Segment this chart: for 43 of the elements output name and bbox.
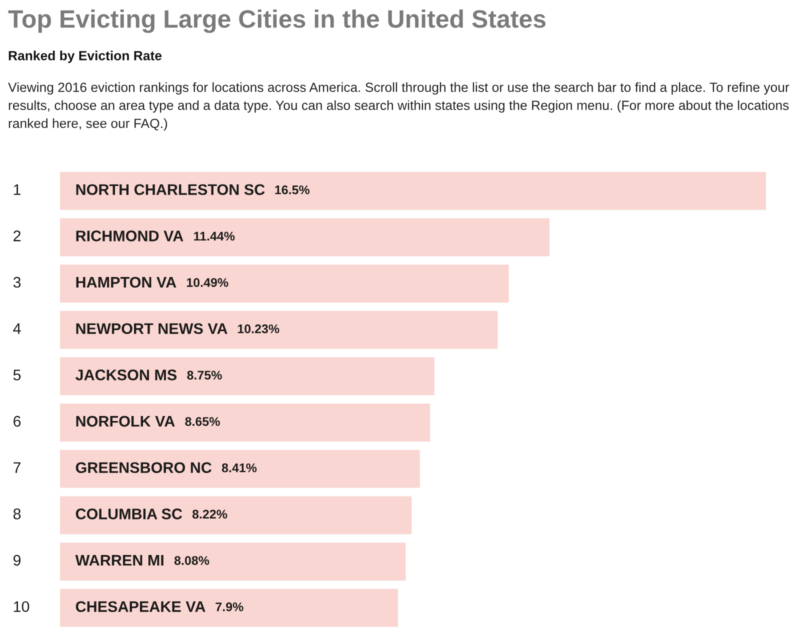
data-label: 8.65% [185, 417, 220, 426]
y-tick-label: JACKSON MS [76, 370, 177, 380]
bar [60, 310, 498, 349]
y-tick-label: NEWPORT NEWS VA [76, 323, 228, 334]
y-tick-label: GREENSBORO NC [76, 462, 212, 474]
data-label: 16.5% [275, 185, 310, 194]
text: Viewing 2016 eviction rankings for locations across America. Scroll through the list or use the search bar to find a place. To refine your results, choose an area type and a data type. You can also search within states using the Region menu. (For more about the locations ranked here, see our FAQ.) [8, 82, 790, 131]
data-label: 7.9% [216, 602, 244, 612]
bar [60, 264, 509, 303]
text: 7 [14, 462, 21, 473]
bar [60, 588, 398, 627]
text: 6 [14, 416, 21, 427]
bar [60, 404, 430, 442]
data-label: 8.08% [174, 556, 210, 565]
y-tick-label: RICHMOND VA [76, 230, 184, 242]
data-label: 8.75% [187, 370, 222, 380]
bar [60, 542, 406, 581]
data-label: 8.22% [192, 510, 228, 519]
bar [60, 172, 766, 210]
y-tick-label: NORTH CHARLESTON SC [76, 184, 265, 196]
chart-title: Top Evicting Large Cities in the United States [8, 9, 546, 33]
text: 1 [14, 184, 21, 195]
bar [60, 357, 434, 396]
data-label: 10.23% [238, 324, 280, 334]
y-tick-label: WARREN MI [75, 555, 164, 566]
y-tick-label: NORFOLK VA [76, 416, 175, 427]
y-tick-label: CHESAPEAKE VA [76, 601, 206, 612]
y-tick-label: HAMPTON VA [76, 276, 176, 288]
text: 9 [13, 554, 21, 566]
bar [60, 496, 412, 534]
bar [60, 450, 420, 488]
text: 2 [14, 230, 21, 242]
text: 3 [13, 276, 21, 288]
chart-subtitle: Ranked by Eviction Rate [8, 50, 162, 63]
bar [60, 218, 550, 256]
text: 8 [13, 508, 21, 520]
data-label: 8.41% [222, 463, 257, 472]
text: 5 [13, 370, 21, 380]
data-label: 11.44% [194, 232, 235, 241]
data-label: 10.49% [186, 278, 228, 287]
y-tick-label: COLUMBIA SC [76, 508, 182, 520]
text: 10 [14, 601, 30, 612]
text: 4 [13, 323, 21, 334]
